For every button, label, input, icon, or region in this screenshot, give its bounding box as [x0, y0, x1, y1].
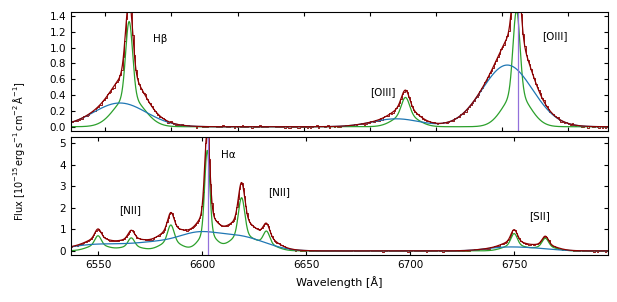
X-axis label: Wavelength [Å]: Wavelength [Å]: [296, 276, 383, 288]
Text: Flux $[10^{-15}\,\mathrm{erg\,s^{-1}\,cm^{-2}\,\AA^{-1}}]$: Flux $[10^{-15}\,\mathrm{erg\,s^{-1}\,cm…: [11, 81, 27, 221]
Text: [OIII]: [OIII]: [542, 31, 567, 41]
Text: Hα: Hα: [221, 150, 235, 160]
Text: [NII]: [NII]: [119, 205, 141, 215]
Text: [OIII]: [OIII]: [370, 87, 395, 97]
Text: [NII]: [NII]: [268, 187, 291, 197]
Text: [SII]: [SII]: [529, 211, 550, 221]
Text: Hβ: Hβ: [153, 34, 167, 44]
